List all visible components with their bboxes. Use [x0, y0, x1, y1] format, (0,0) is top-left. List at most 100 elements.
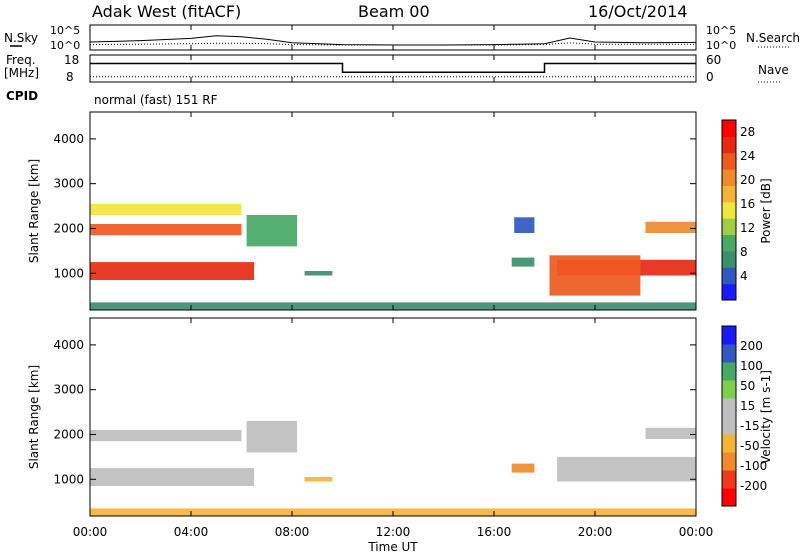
scatter-region	[511, 257, 535, 267]
x-tick-label: 04:00	[174, 525, 209, 539]
nsearch-series-line	[89, 42, 696, 46]
scatter-region	[90, 203, 242, 215]
freq-tick-top: 18	[64, 53, 79, 67]
colorbar-tick-label: 20	[740, 173, 755, 187]
colorbar-cell	[722, 185, 736, 203]
beam-title: Beam 00	[358, 2, 430, 21]
scatter-region	[304, 271, 333, 276]
scatter-region	[645, 427, 696, 439]
scatter-region	[514, 217, 535, 233]
scatter-region	[645, 221, 696, 233]
x-axis-label: Time UT	[367, 540, 418, 554]
cpid-label: CPID	[6, 89, 38, 103]
colorbar-cell	[722, 416, 736, 435]
scatter-region	[90, 262, 255, 280]
x-tick-label: 20:00	[578, 525, 613, 539]
colorbar-frame	[721, 119, 737, 301]
nsearch-tick-top: 10^5	[706, 24, 736, 37]
velocity-yticks: 1000 2000 3000 4000	[53, 338, 696, 486]
colorbar-cell	[722, 136, 736, 154]
colorbar-tick-label: 12	[740, 221, 755, 235]
colorbar-cell	[722, 326, 736, 345]
colorbar-tick-label: -200	[740, 479, 767, 493]
colorbar-tick-label: -100	[740, 459, 767, 473]
nsky-tick-top: 10^5	[50, 24, 80, 37]
colorbar-cell	[722, 201, 736, 219]
colorbar-cell	[722, 250, 736, 268]
x-axis-ticks: 00:00 04:00 08:00 12:00 16:00 20:00 00:00	[73, 25, 714, 539]
freq-panel: Freq. [MHz] 18 8 60 0 Nave CPID normal (…	[4, 53, 789, 107]
colorbar-tick-label: 24	[740, 149, 755, 163]
colorbar-tick-label: -15	[740, 419, 760, 433]
scatter-region	[90, 430, 242, 442]
colorbar-cell	[722, 218, 736, 236]
nsearch-tick-bottom: 10^0	[706, 39, 736, 52]
colorbar-tick-label: 15	[740, 399, 755, 413]
velocity-colorbar: 200 100 50 15 -15 -50 -100 -200	[721, 325, 767, 507]
power-colorbar-label: Power [dB]	[759, 178, 773, 243]
colorbar-cell	[722, 470, 736, 489]
scatter-region	[549, 255, 641, 296]
colorbar-tick-label: -50	[740, 439, 760, 453]
y-tick-label: 3000	[53, 177, 84, 191]
colorbar-cell	[722, 434, 736, 453]
nsky-label: N.Sky	[4, 31, 38, 45]
y-tick-label: 1000	[53, 266, 84, 280]
scatter-region	[304, 477, 333, 482]
scatter-region	[90, 468, 255, 486]
y-tick-label: 2000	[53, 427, 84, 441]
velocity-ylabel: Slant Range [km]	[27, 365, 41, 469]
date-title: 16/Oct/2014	[588, 2, 688, 21]
freq-series-line	[90, 62, 696, 74]
freq-label-top: Freq.	[6, 53, 36, 67]
colorbar-tick-label: 200	[740, 339, 763, 353]
colorbar-tick-label: 100	[740, 359, 763, 373]
colorbar-frame	[721, 325, 737, 507]
scatter-region	[557, 456, 696, 482]
nsky-tick-bottom: 10^0	[50, 39, 80, 52]
nave-tick-bottom: 0	[706, 70, 714, 84]
colorbar-cell	[722, 344, 736, 363]
x-tick-label: 00:00	[679, 525, 714, 539]
y-tick-label: 1000	[53, 472, 84, 486]
x-tick-label: 12:00	[376, 525, 411, 539]
x-tick-label: 08:00	[275, 525, 310, 539]
power-panel: 1000 2000 3000 4000 Slant Range [km] 4 8 12 16…	[27, 111, 773, 311]
y-tick-label: 4000	[53, 338, 84, 352]
power-colorbar: 4 8 12 16 20 24 28	[721, 119, 755, 301]
colorbar-cell	[722, 380, 736, 399]
velocity-panel: 1000 2000 3000 4000 Slant Range [km] 200 100…	[27, 317, 773, 517]
nave-tick-top: 60	[706, 53, 721, 67]
colorbar-tick-label: 8	[740, 245, 748, 259]
colorbar-cell	[722, 283, 736, 301]
y-tick-label: 3000	[53, 383, 84, 397]
scatter-region	[246, 215, 298, 247]
freq-tick-bottom: 8	[66, 70, 74, 84]
cpid-text: normal (fast) 151 RF	[94, 93, 218, 107]
colorbar-tick-label: 50	[740, 379, 755, 393]
power-ylabel: Slant Range [km]	[27, 159, 41, 263]
scatter-region	[511, 463, 535, 473]
nsearch-label: N.Search	[746, 31, 800, 45]
y-tick-label: 2000	[53, 221, 84, 235]
colorbar-cell	[722, 234, 736, 252]
scatter-region	[246, 421, 298, 453]
colorbar-cell	[722, 152, 736, 170]
velocity-colorbar-label: Velocity [m s-1]	[759, 370, 773, 464]
nsky-series-line	[89, 35, 697, 46]
nave-label: Nave	[758, 63, 789, 77]
colorbar-cell	[722, 169, 736, 186]
scatter-region	[90, 224, 242, 236]
colorbar-cell	[722, 362, 736, 381]
power-yticks: 1000 2000 3000 4000	[53, 132, 696, 280]
colorbar-tick-label: 4	[740, 269, 748, 283]
colorbar-cell	[722, 120, 736, 137]
y-tick-label: 4000	[53, 132, 84, 146]
colorbar-cell	[722, 398, 736, 417]
colorbar-tick-label: 28	[740, 125, 755, 139]
freq-label-bottom: [MHz]	[4, 66, 39, 80]
x-tick-label: 00:00	[73, 525, 108, 539]
colorbar-tick-label: 16	[740, 197, 755, 211]
station-title: Adak West (fitACF)	[92, 2, 241, 21]
